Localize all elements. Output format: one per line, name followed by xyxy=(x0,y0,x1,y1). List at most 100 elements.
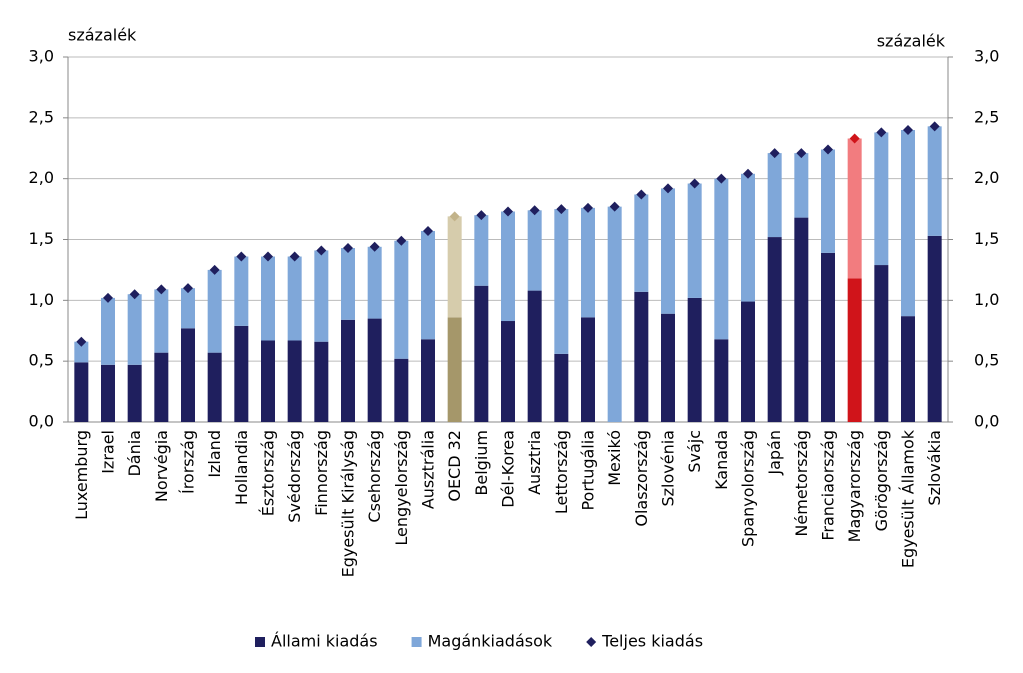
bar-segment xyxy=(927,126,942,236)
x-tick-label: Egyesült Királyság xyxy=(339,430,358,577)
bar-segment xyxy=(687,183,702,298)
y2-tick-label: 0,5 xyxy=(974,351,999,370)
x-tick-label: Csehország xyxy=(365,430,384,523)
bar-segment xyxy=(714,178,729,340)
bar-segment xyxy=(127,364,142,422)
bar-segment xyxy=(901,316,915,422)
x-tick-label: Franciaország xyxy=(819,430,838,541)
bar-segment xyxy=(927,235,942,422)
y-tick-label: 0,5 xyxy=(29,351,54,370)
bar-segment xyxy=(714,339,729,422)
y-tick-label: 1,0 xyxy=(29,290,54,309)
bar-segment xyxy=(901,130,915,317)
bar-segment xyxy=(154,352,169,422)
x-tick-label: OECD 32 xyxy=(445,430,464,502)
bar-segment xyxy=(474,215,489,286)
bar-segment xyxy=(181,328,195,422)
bar-segment xyxy=(527,290,542,422)
bar-segment xyxy=(581,207,595,318)
x-tick-label: Görögország xyxy=(872,430,891,531)
x-tick-label: Svájc xyxy=(685,430,704,473)
y2-tick-label: 0,0 xyxy=(974,412,999,431)
bar-segment xyxy=(687,297,702,422)
total-marker xyxy=(903,125,913,135)
total-marker xyxy=(769,148,780,159)
total-marker xyxy=(183,283,193,294)
y2-tick-label: 1,5 xyxy=(974,229,999,248)
y-tick-label: 3,0 xyxy=(29,47,54,66)
total-marker xyxy=(716,173,727,184)
total-marker xyxy=(823,144,833,155)
bar-segment xyxy=(874,132,889,266)
x-tick-label: Ausztria xyxy=(525,430,544,495)
bar-segment xyxy=(554,353,569,422)
bar-segment xyxy=(261,256,275,341)
bar-segment xyxy=(101,297,115,365)
y2-tick-label: 3,0 xyxy=(974,47,999,66)
x-tick-label: Lettország xyxy=(552,430,571,514)
bar-segment xyxy=(74,341,89,363)
total-marker xyxy=(236,251,247,262)
total-marker xyxy=(663,183,673,194)
x-tick-label: Észtország xyxy=(259,430,278,516)
y-axis-label: százalék xyxy=(68,26,137,45)
bar-segment xyxy=(154,289,169,353)
bar-segment xyxy=(207,352,222,422)
x-tick-label: Magyarország xyxy=(845,430,864,542)
x-tick-label: Finnország xyxy=(312,430,331,516)
total-marker xyxy=(689,178,700,189)
bar-segment xyxy=(314,341,329,422)
x-tick-label: Egyesült Államok xyxy=(899,429,918,568)
legend-label: Magánkiadások xyxy=(428,632,553,651)
bar-segment xyxy=(287,340,302,422)
bar-segment xyxy=(181,288,195,329)
total-marker xyxy=(556,204,567,215)
bar-segment xyxy=(101,364,115,422)
bar-segment xyxy=(394,358,409,422)
total-marker xyxy=(876,127,887,138)
total-marker xyxy=(636,189,647,200)
total-marker xyxy=(316,245,327,256)
bar-segment xyxy=(741,173,755,302)
bar-segment xyxy=(261,340,275,422)
bar-segment xyxy=(447,216,462,318)
bar-segment xyxy=(74,362,89,422)
bar-segment xyxy=(341,319,355,422)
bar-segment xyxy=(634,194,649,292)
x-tick-label: Írország xyxy=(179,430,198,494)
x-tick-label: Ausztrália xyxy=(419,430,438,509)
total-marker xyxy=(423,225,433,236)
y-tick-label: 1,5 xyxy=(29,229,54,248)
x-tick-label: Olaszország xyxy=(632,430,651,527)
y-tick-label: 2,0 xyxy=(29,168,54,187)
legend-label: Állami kiadás xyxy=(271,632,378,651)
x-tick-label: Japán xyxy=(765,430,784,476)
total-marker xyxy=(129,289,140,300)
y2-tick-label: 2,5 xyxy=(974,107,999,126)
bar-segment xyxy=(847,138,862,279)
total-marker xyxy=(289,251,300,262)
bar-segment xyxy=(367,318,382,422)
total-marker xyxy=(343,243,353,254)
bar-segment xyxy=(421,339,435,422)
total-marker xyxy=(796,148,807,159)
bar-segment xyxy=(874,265,889,422)
y2-tick-label: 1,0 xyxy=(974,290,999,309)
legend-marker xyxy=(586,637,597,647)
total-marker xyxy=(449,211,460,222)
y-tick-label: 2,5 xyxy=(29,107,54,126)
legend-label: Teljes kiadás xyxy=(601,632,703,651)
x-tick-label: Dánia xyxy=(125,430,144,477)
total-marker xyxy=(396,235,407,246)
bar-segment xyxy=(767,153,782,238)
total-marker xyxy=(529,205,540,216)
bar-segment xyxy=(847,278,862,422)
bar-segment xyxy=(501,321,515,422)
bar-segment xyxy=(474,285,489,422)
x-tick-label: Izland xyxy=(205,430,224,478)
bar-segment xyxy=(821,149,835,253)
total-marker xyxy=(743,168,753,179)
x-tick-label: Dél-Korea xyxy=(499,430,518,508)
x-tick-label: Belgium xyxy=(472,430,491,496)
x-tick-label: Szlovákia xyxy=(925,430,944,506)
